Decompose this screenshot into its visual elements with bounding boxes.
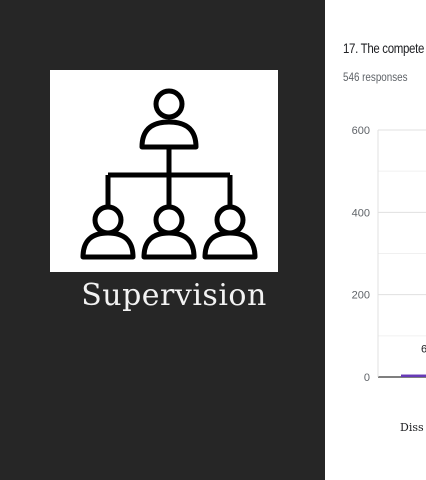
hierarchy-org-chart-icon	[80, 88, 258, 260]
slide-panel: Supervision	[50, 70, 278, 313]
response-bar-chart: 0 200 400 600 6	[352, 125, 426, 384]
y-tick-label: 600	[352, 125, 370, 137]
category-label: Diss	[400, 421, 424, 434]
bar-diss	[401, 374, 426, 377]
icon-card	[50, 70, 278, 272]
response-count: 546 responses	[343, 70, 408, 84]
y-tick-label: 200	[352, 290, 370, 302]
question-title: 17. The compete	[343, 40, 425, 56]
slide-caption: Supervision	[81, 278, 267, 313]
y-tick-label: 400	[352, 207, 370, 219]
bar-data-label: 6	[421, 344, 426, 356]
form-results-panel: 17. The compete 546 responses 0 200 400 600…	[325, 0, 426, 480]
y-tick-label: 0	[364, 372, 370, 384]
